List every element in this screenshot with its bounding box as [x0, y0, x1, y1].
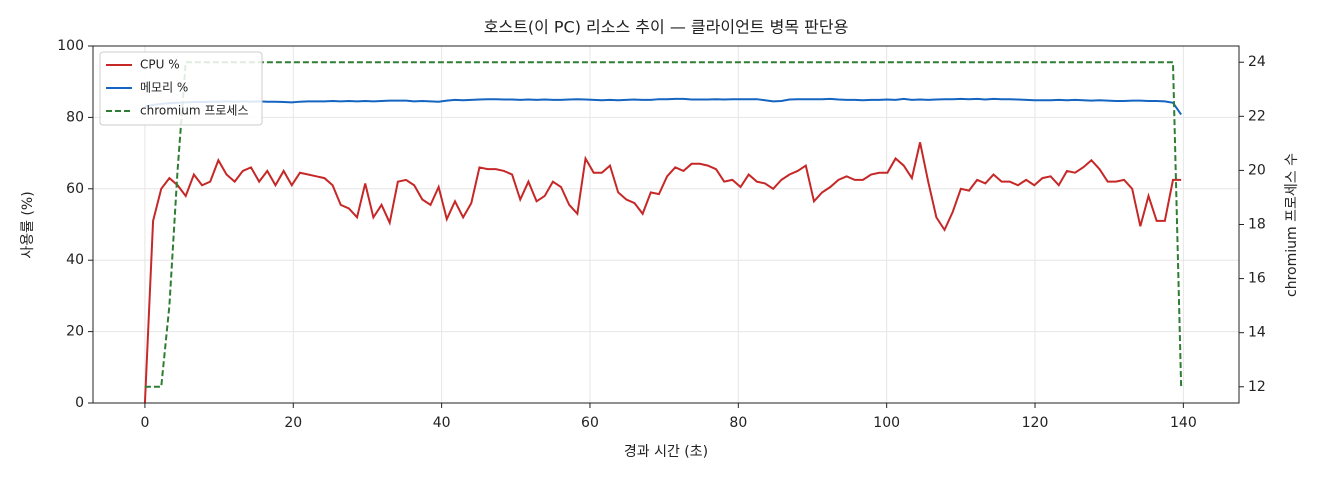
series-line	[143, 142, 1182, 404]
y2-tick-label: 12	[1248, 379, 1266, 395]
y2-axis-label: chromium 프로세스 수	[1284, 153, 1300, 297]
x-tick-label: 80	[729, 415, 747, 431]
x-tick-label: 60	[581, 415, 599, 431]
series-line	[144, 61, 1183, 388]
x-tick-label: 140	[1170, 415, 1197, 431]
legend-label: chromium 프로세스	[140, 104, 249, 118]
y2-tick-label: 14	[1248, 325, 1266, 341]
y2-tick-label: 24	[1248, 54, 1266, 70]
chart-title: 호스트(이 PC) 리소스 추이 — 클라이언트 병목 판단용	[484, 18, 849, 37]
y-tick-label: 100	[57, 38, 84, 54]
legend-label: CPU %	[140, 58, 180, 72]
x-tick-label: 20	[284, 415, 302, 431]
y-tick-label: 60	[66, 181, 84, 197]
legend-label: 메모리 %	[140, 81, 188, 95]
x-axis-label: 경과 시간 (초)	[624, 444, 708, 460]
legend: CPU % 메모리 % chromium 프로세스	[99, 51, 263, 126]
y-tick-label: 0	[75, 395, 84, 411]
y-axis-label: 사용률 (%)	[20, 191, 36, 258]
y2-tick-label: 22	[1248, 108, 1266, 124]
legend-box	[99, 51, 263, 126]
y2-tick-label: 20	[1248, 162, 1266, 178]
series-line	[144, 97, 1182, 116]
plot-frame	[92, 45, 1240, 404]
x-tick-label: 0	[140, 415, 149, 431]
x-tick-label: 120	[1022, 415, 1049, 431]
y-tick-label: 40	[66, 252, 84, 268]
y2-tick-label: 18	[1248, 217, 1266, 233]
x-tick-label: 40	[433, 415, 451, 431]
x-tick-label: 100	[873, 415, 900, 431]
y-tick-label: 80	[66, 109, 84, 125]
y-tick-label: 20	[66, 324, 84, 340]
y2-tick-label: 16	[1248, 271, 1266, 287]
